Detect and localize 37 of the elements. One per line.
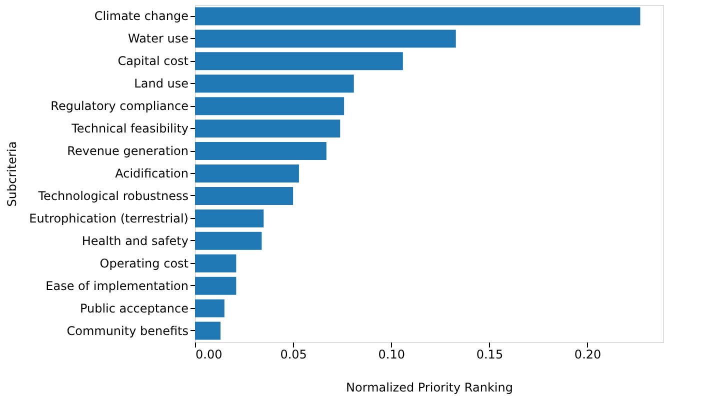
y-tick-label: Capital cost <box>118 54 189 68</box>
bar <box>195 7 640 26</box>
y-tick-label: Acidification <box>115 166 188 180</box>
x-tick-label: 0.05 <box>280 348 307 362</box>
y-tick-label: Regulatory compliance <box>50 99 188 114</box>
bar <box>195 52 403 70</box>
x-tick-label: 0.15 <box>476 348 504 362</box>
y-tick-label: Climate change <box>94 9 188 24</box>
bar <box>195 299 224 318</box>
y-tick-label: Land use <box>134 76 188 91</box>
bar <box>195 164 299 182</box>
y-tick-label: Water use <box>128 32 188 46</box>
y-tick-label: Public acceptance <box>80 301 188 316</box>
bar <box>195 186 294 205</box>
y-tick-label: Revenue generation <box>67 144 188 158</box>
y-axis-title: Subcriteria <box>5 141 20 207</box>
y-tick-label: Ease of implementation <box>46 278 188 293</box>
x-tick-label: 0.20 <box>574 348 602 362</box>
y-tick-label: Technological robustness <box>37 188 188 203</box>
x-tick-label: 0.10 <box>378 348 406 362</box>
bar <box>195 120 340 138</box>
bar <box>195 276 236 295</box>
y-tick-label: Technical feasibility <box>70 122 188 136</box>
x-axis-title: Normalized Priority Ranking <box>346 380 513 394</box>
bar <box>195 142 326 160</box>
bar <box>195 97 344 116</box>
bar <box>195 232 262 250</box>
y-tick-label: Operating cost <box>100 256 189 270</box>
y-tick-label: Health and safety <box>82 234 188 248</box>
bar <box>195 322 220 340</box>
bar <box>195 209 264 228</box>
y-tick-label: Community benefits <box>66 324 188 338</box>
bar <box>195 30 456 48</box>
y-tick-label: Eutrophication (terrestrial) <box>29 211 188 226</box>
bar <box>195 74 354 93</box>
bar <box>195 254 236 272</box>
x-tick-label: 0.00 <box>196 348 222 362</box>
